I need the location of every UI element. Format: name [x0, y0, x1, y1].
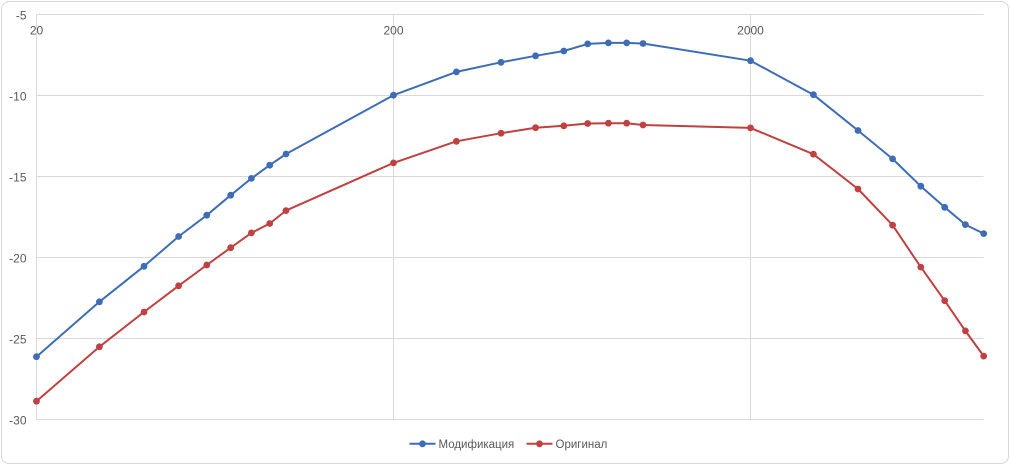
svg-text:-15: -15: [9, 170, 27, 184]
svg-text:20: 20: [30, 23, 44, 37]
svg-text:-30: -30: [9, 413, 27, 427]
svg-text:-5: -5: [16, 8, 27, 22]
svg-text:200: 200: [383, 23, 403, 37]
svg-text:Оригинал: Оригинал: [556, 439, 608, 451]
svg-text:-10: -10: [9, 89, 27, 103]
svg-text:2000: 2000: [737, 23, 764, 37]
svg-text:-20: -20: [9, 251, 27, 265]
svg-text:Модификация: Модификация: [439, 439, 515, 451]
svg-text:-25: -25: [9, 332, 27, 346]
